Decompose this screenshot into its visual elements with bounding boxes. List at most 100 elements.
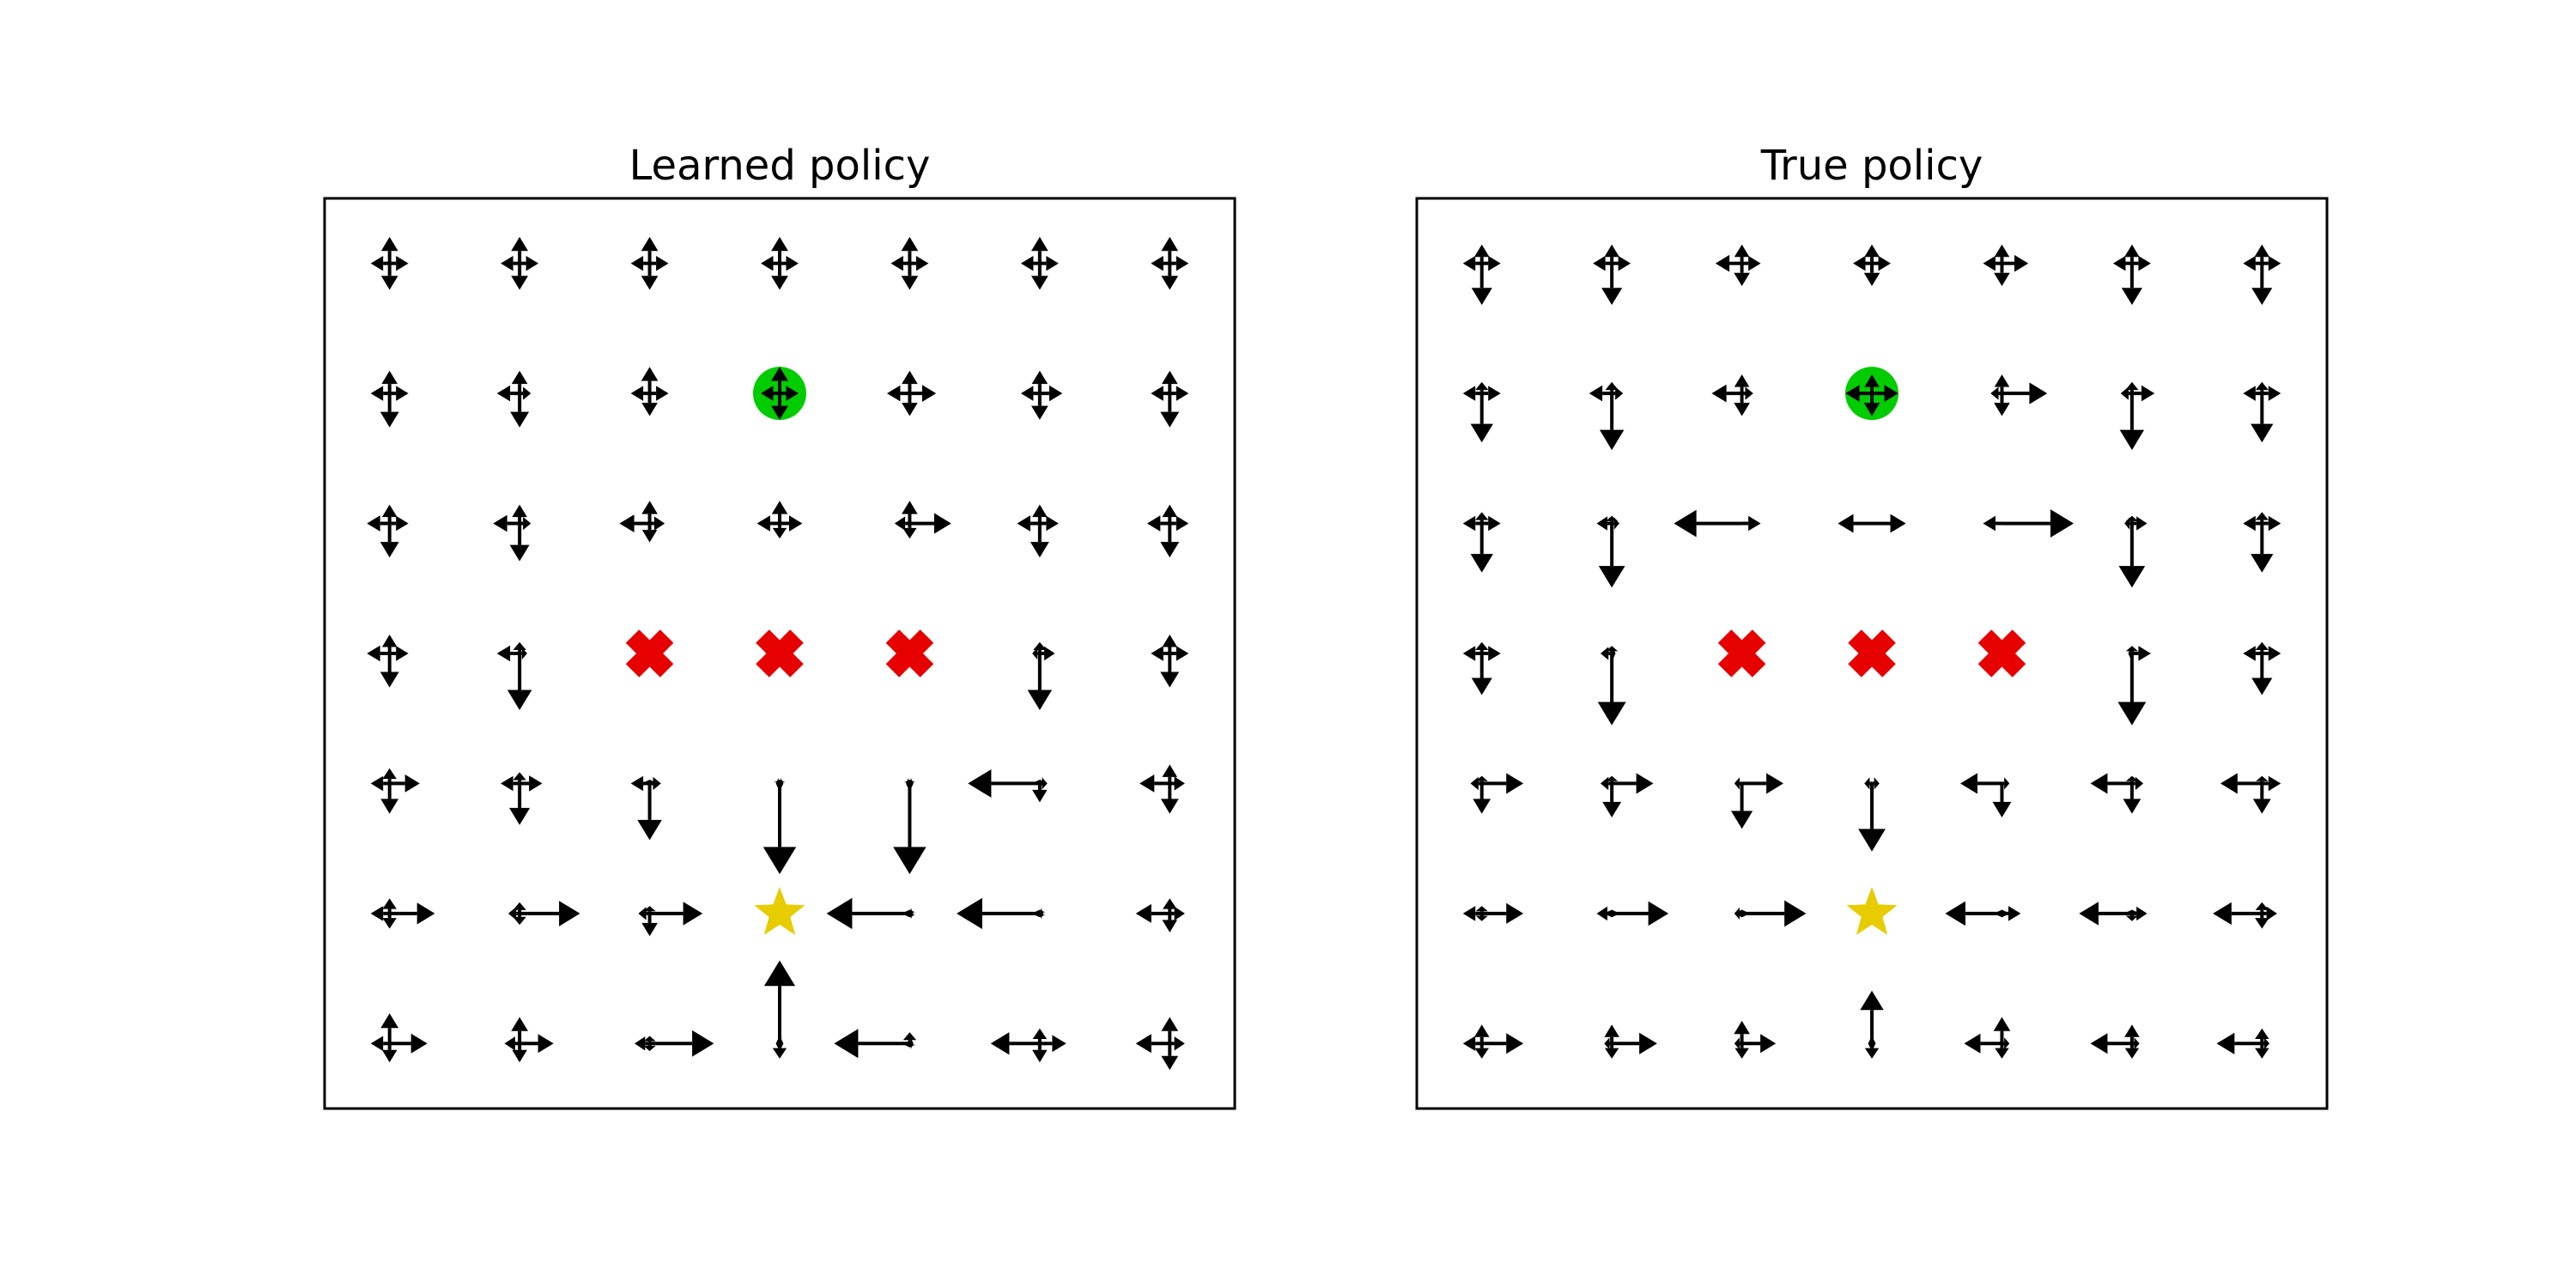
arrow-right: [909, 513, 951, 534]
arrow-left: [496, 645, 520, 662]
arrow-right-head: [1648, 901, 1669, 927]
arrow-down-head: [1996, 914, 2008, 918]
arrow-left: [493, 514, 520, 532]
arrow-left: [1032, 647, 1040, 660]
arrow-right: [909, 256, 929, 271]
arrow-left-head: [968, 769, 992, 798]
arrow-down-head: [509, 544, 530, 562]
arrow-right-head: [786, 386, 799, 401]
arrow-right: [780, 777, 784, 789]
arrow-right-head: [1615, 386, 1624, 400]
arrow-right: [2131, 1037, 2140, 1050]
arrow-right-head: [1176, 646, 1189, 661]
arrow-left-head: [1853, 256, 1866, 271]
arrow-left: [1135, 903, 1170, 923]
arrow-up: [1031, 370, 1048, 394]
arrow-left: [1146, 515, 1170, 532]
arrow-right: [1741, 900, 1807, 927]
cell-r0-c2: [630, 236, 669, 290]
arrow-down: [2251, 393, 2274, 443]
arrow-right: [909, 1037, 914, 1049]
cell-r0-c5: [1020, 236, 1059, 290]
cell-r1-c2: [1711, 374, 1753, 416]
arrow-left-head: [2213, 902, 2232, 925]
cell-r3-c1: [496, 641, 532, 710]
arrow-up-head: [1605, 381, 1619, 391]
arrow-right-head: [1748, 515, 1761, 532]
arrow-right: [649, 386, 669, 401]
cell-r3-c1: [1597, 646, 1626, 726]
arrow-up-head: [1864, 244, 1880, 258]
arrow-right: [1741, 386, 1753, 400]
arrow-left: [1470, 776, 1482, 791]
arrow-up: [1161, 236, 1179, 264]
arrow-right-head: [910, 908, 914, 920]
arrow-left-head: [1604, 1037, 1610, 1050]
arrow-right: [780, 256, 799, 271]
learned-policy-grid: [367, 236, 1189, 1071]
arrow-down-head: [771, 276, 788, 290]
arrow-right: [2262, 515, 2281, 532]
arrow-right: [649, 776, 661, 791]
arrow-left: [1711, 384, 1742, 403]
arrow-right: [1612, 386, 1624, 400]
arrow-down-head: [2117, 702, 2147, 726]
arrow-left-head: [1593, 256, 1606, 271]
arrow-left-head: [2128, 647, 2131, 659]
arrow-right-head: [1506, 773, 1524, 794]
arrow-down: [1470, 523, 1493, 573]
arrow-down-head: [1027, 690, 1053, 710]
arrow-left: [990, 1032, 1040, 1055]
arrow-right-head: [1176, 515, 1189, 532]
arrow-left-head: [761, 256, 774, 271]
arrow-right-head: [2268, 646, 2281, 661]
cell-r4-c4: [1960, 773, 2012, 817]
arrow-down-head: [902, 527, 917, 539]
arrow-left-head: [1960, 773, 1978, 794]
cell-r6-c6: [2216, 1028, 2270, 1059]
arrow-right: [389, 646, 409, 661]
arrow-left: [370, 386, 390, 401]
arrow-left: [1462, 515, 1482, 532]
arrow-left: [1990, 386, 2002, 400]
arrow-left-head: [1734, 1037, 1740, 1050]
arrow-up-head: [1734, 244, 1750, 258]
arrow-right-head: [1745, 386, 1753, 400]
arrow-down: [771, 393, 788, 420]
true-policy-panel: True policy: [1415, 142, 2329, 1110]
cell-r0-c1: [1593, 244, 1631, 306]
arrow-left-head: [370, 256, 384, 271]
arrow-left-head: [2090, 773, 2108, 794]
arrow-down-head: [511, 276, 528, 290]
cell-r0-c1: [501, 236, 539, 290]
arrow-right: [389, 515, 409, 532]
learned-policy-title: Learned policy: [629, 142, 931, 190]
arrow-up-head: [2255, 641, 2269, 650]
arrow-down-head: [1160, 799, 1179, 814]
arrow-left-head: [496, 385, 511, 402]
arrow-down-head: [1601, 288, 1623, 306]
arrow-left: [1596, 906, 1613, 921]
arrow-up: [641, 236, 659, 264]
arrow-left-head: [630, 775, 644, 792]
arrow-left: [1462, 646, 1482, 661]
arrow-left-head: [2124, 517, 2130, 530]
arrow-left: [968, 769, 1040, 798]
arrow-up-head: [1993, 1017, 2011, 1031]
arrow-left-head: [1596, 516, 1607, 531]
arrow-left: [2079, 902, 2132, 926]
arrow-right-head: [781, 1037, 784, 1049]
arrow-left-head: [1734, 907, 1740, 920]
arrow-right: [2002, 382, 2048, 404]
arrow-down: [1731, 783, 1753, 829]
cell-r1-c2: [630, 367, 669, 416]
arrow-down-head: [1992, 801, 2012, 817]
arrow-right-head: [1639, 1032, 1657, 1054]
arrow-right: [2002, 906, 2021, 921]
learned-policy-axes-frame: [323, 197, 1236, 1110]
arrow-up-head: [901, 236, 919, 252]
arrow-right-head: [1884, 385, 1899, 402]
arrow-up-head: [2125, 775, 2138, 781]
arrow-down: [772, 523, 787, 539]
arrow-left-head: [1462, 515, 1476, 532]
